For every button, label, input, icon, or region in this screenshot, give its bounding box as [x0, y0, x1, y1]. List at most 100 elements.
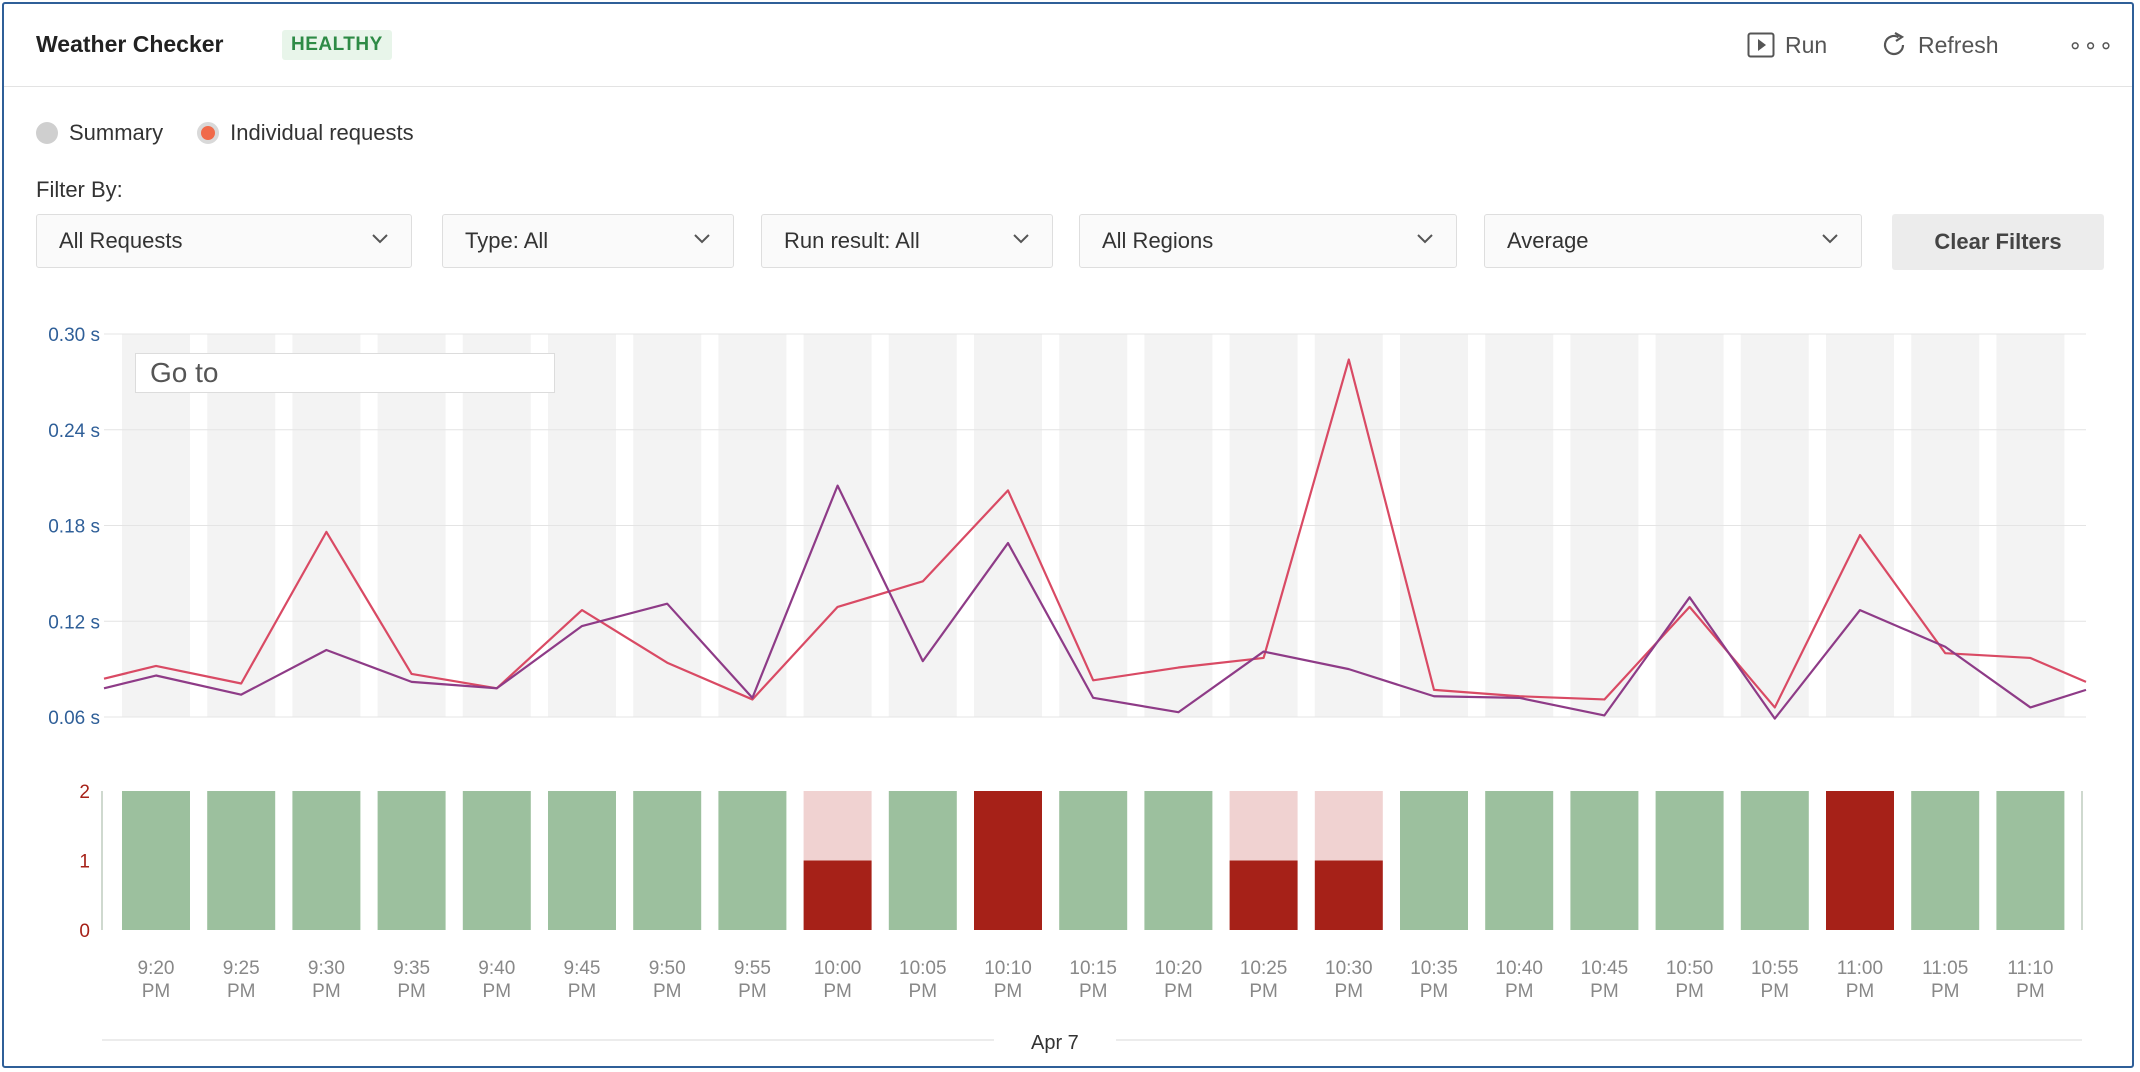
individual-requests-radio[interactable]: Individual requests [197, 120, 414, 146]
success-bar [1570, 791, 1639, 930]
x-tick-label-suffix: PM [1761, 981, 1790, 1002]
y-tick-label: 0.18 s [48, 517, 100, 538]
failure-bar [803, 860, 872, 930]
x-tick-label: 10:00 [814, 958, 862, 979]
x-tick-label: 9:45 [564, 958, 601, 979]
x-tick-label: 10:25 [1240, 958, 1288, 979]
aggregation-dropdown[interactable]: Average [1484, 214, 1862, 268]
series-line-1 [103, 358, 2087, 709]
chevron-down-icon [372, 234, 388, 244]
bar-y-tick-label: 2 [79, 782, 90, 803]
type-filter-value: Type: All [465, 228, 549, 253]
x-tick-label: 10:45 [1581, 958, 1629, 979]
x-tick-label-suffix: PM [1420, 981, 1449, 1002]
x-tick-label: 10:05 [899, 958, 947, 979]
partial-failure-bar [803, 791, 872, 861]
y-tick-label: 0.24 s [48, 421, 100, 442]
chevron-down-icon [1822, 234, 1838, 244]
success-bar [1740, 791, 1809, 930]
summary-label: Summary [69, 120, 164, 145]
x-tick-label: 9:50 [649, 958, 686, 979]
requests-filter-value: All Requests [59, 228, 183, 253]
partial-failure-bar [1314, 791, 1383, 861]
refresh-button[interactable]: Refresh [1880, 26, 1999, 64]
run-label: Run [1785, 31, 1828, 58]
success-bar [548, 791, 616, 930]
regions-filter-dropdown[interactable]: All Regions [1079, 214, 1457, 268]
radio-selected-icon [197, 122, 220, 144]
x-tick-label-suffix: PM [1079, 981, 1108, 1002]
x-tick-label-suffix: PM [227, 981, 256, 1002]
x-tick-label: 11:10 [2007, 958, 2053, 979]
x-tick-label: 10:30 [1325, 958, 1373, 979]
clear-filters-label: Clear Filters [1934, 229, 2062, 254]
x-tick-label-suffix: PM [1931, 981, 1960, 1002]
success-bar [1911, 791, 1980, 930]
status-badge: HEALTHY [282, 30, 392, 60]
x-tick-label: 9:25 [223, 958, 260, 979]
regions-filter-value: All Regions [1102, 228, 1214, 253]
run-result-filter-value: Run result: All [784, 228, 920, 253]
bar-y-tick-label: 0 [79, 921, 90, 942]
clear-filters-button[interactable]: Clear Filters [1892, 214, 2104, 270]
x-tick-label-suffix: PM [568, 981, 597, 1002]
x-tick-label-suffix: PM [2016, 981, 2045, 1002]
success-bar [718, 791, 787, 930]
chevron-down-icon [694, 234, 710, 244]
chevron-down-icon [1417, 234, 1433, 244]
x-tick-label-suffix: PM [994, 981, 1023, 1002]
x-tick-label: 10:40 [1495, 958, 1543, 979]
y-tick-label: 0.12 s [48, 612, 100, 633]
page-title: Weather Checker [36, 31, 224, 57]
summary-radio[interactable]: Summary [36, 120, 163, 146]
success-bar [1059, 791, 1128, 930]
x-tick-label: 10:50 [1666, 958, 1714, 979]
x-tick-label: 10:35 [1410, 958, 1458, 979]
success-bar [377, 791, 446, 930]
success-bar [292, 791, 361, 930]
more-options-button[interactable]: ∘∘∘ [2068, 26, 2114, 64]
individual-requests-label: Individual requests [230, 120, 414, 145]
bar-y-tick-label: 1 [79, 852, 90, 873]
radio-unselected-icon [36, 122, 58, 144]
success-bar [1400, 791, 1468, 930]
x-tick-label-suffix: PM [483, 981, 512, 1002]
x-tick-label-suffix: PM [653, 981, 682, 1002]
y-tick-label: 0.06 s [48, 708, 100, 729]
failure-bar [974, 791, 1042, 930]
x-tick-label-suffix: PM [142, 981, 171, 1002]
success-bar [888, 791, 957, 930]
view-mode-selector: Summary Individual requests [36, 120, 448, 146]
go-to-input[interactable] [135, 353, 555, 393]
x-tick-label: 9:30 [308, 958, 345, 979]
x-tick-label-suffix: PM [1249, 981, 1278, 1002]
run-result-filter-dropdown[interactable]: Run result: All [761, 214, 1053, 268]
series-line-2 [103, 484, 2087, 720]
partial-failure-bar [1229, 791, 1298, 861]
x-tick-label: 10:15 [1069, 958, 1117, 979]
success-bar [633, 791, 702, 930]
run-button[interactable]: Run [1747, 26, 1827, 64]
filter-by-label: Filter By: [36, 177, 123, 202]
requests-filter-dropdown[interactable]: All Requests [36, 214, 412, 268]
x-tick-label: 10:20 [1155, 958, 1203, 979]
response-time-chart: 0.30 s0.24 s0.18 s0.12 s0.06 s2109:20PM9… [48, 325, 2087, 1041]
x-tick-label: 11:05 [1922, 958, 1968, 979]
success-bar [122, 791, 190, 930]
x-tick-label-suffix: PM [738, 981, 767, 1002]
x-tick-label-suffix: PM [1590, 981, 1619, 1002]
success-bar [1485, 791, 1554, 930]
success-bar [462, 791, 531, 930]
success-bar [1996, 791, 2065, 930]
date-label: Apr 7 [1031, 1032, 1079, 1054]
x-tick-label: 9:40 [478, 958, 515, 979]
y-tick-label: 0.30 s [48, 325, 100, 346]
play-icon [1747, 32, 1775, 58]
x-tick-label: 10:55 [1751, 958, 1799, 979]
more-icon: ∘∘∘ [2068, 31, 2115, 58]
x-tick-label-suffix: PM [909, 981, 938, 1002]
failure-bar [1314, 860, 1383, 930]
x-tick-label-suffix: PM [1675, 981, 1704, 1002]
type-filter-dropdown[interactable]: Type: All [442, 214, 734, 268]
